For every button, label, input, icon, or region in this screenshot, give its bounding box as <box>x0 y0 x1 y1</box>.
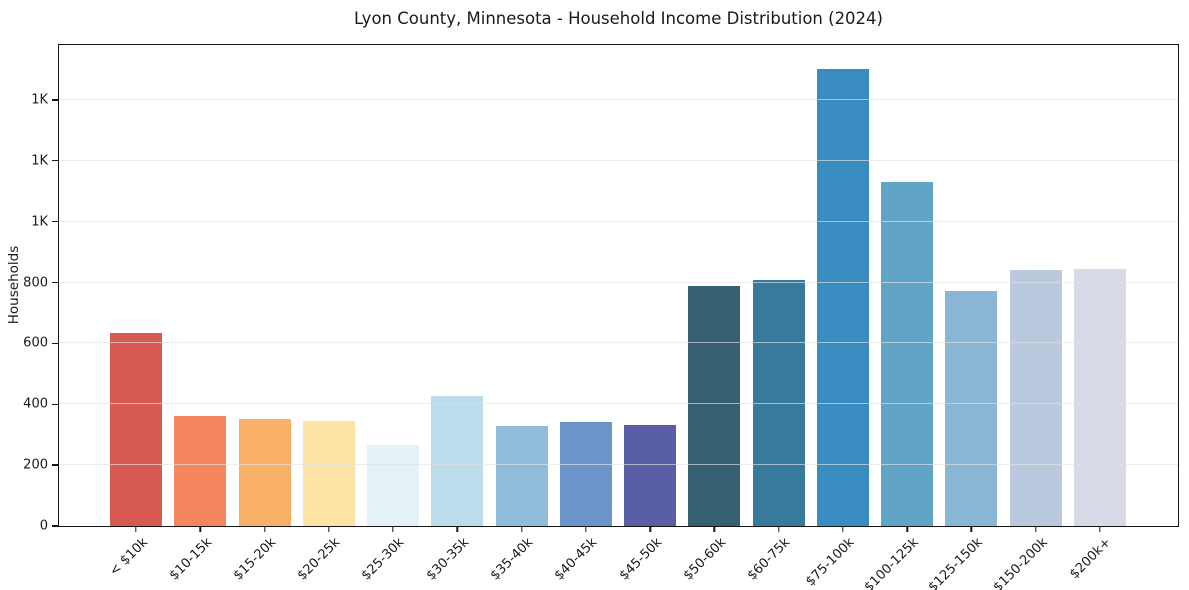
bar-4 <box>367 445 420 526</box>
y-tick-mark <box>52 99 58 101</box>
x-tick-mark <box>520 527 523 532</box>
x-tick-mark <box>649 527 651 532</box>
y-tick-label: 1K <box>31 153 48 169</box>
y-tick-mark <box>52 464 58 466</box>
x-tick-mark <box>135 527 137 532</box>
gridline <box>59 159 1178 161</box>
x-tick-label: $50-60k <box>680 535 729 584</box>
x-tick-mark <box>777 527 780 532</box>
x-tick-label: $35-40k <box>487 535 537 584</box>
x-tick-label: $20-25k <box>294 535 344 584</box>
x-tick-mark <box>199 527 201 532</box>
x-tick-label: $150-200k <box>990 535 1051 590</box>
y-tick-mark <box>52 220 58 223</box>
x-tick-label: $30-35k <box>423 535 472 584</box>
bar-8 <box>624 424 677 526</box>
bar-6 <box>495 425 548 526</box>
x-tick-label: $25-30k <box>359 535 408 584</box>
y-tick-label: 800 <box>23 275 48 290</box>
x-tick-mark <box>1035 527 1037 532</box>
x-tick-label: $10-15k <box>166 535 215 584</box>
bar-0 <box>110 332 162 526</box>
x-tick-mark <box>842 527 844 532</box>
x-tick-mark <box>328 527 330 532</box>
bar-10 <box>752 280 805 526</box>
bar-3 <box>302 421 355 526</box>
bar-7 <box>559 422 612 526</box>
x-tick-label: $60-75k <box>744 535 794 584</box>
plot-area: 0 200 400 600 800 1K 1K 1K < $10k $10-15k $15-20k $… <box>23 44 1179 590</box>
y-tick-mark <box>52 160 58 162</box>
x-tick-label: $45-50k <box>616 535 665 584</box>
y-tick-label: 200 <box>23 457 48 473</box>
bar-1 <box>174 415 227 526</box>
x-tick-label: $200k+ <box>1067 535 1115 583</box>
y-tick-label: 0 <box>39 518 48 534</box>
y-tick-mark <box>52 342 58 345</box>
x-tick-mark <box>906 527 908 532</box>
y-tick-label: 600 <box>23 335 48 351</box>
y-tick-mark <box>52 403 58 405</box>
bar-15 <box>1074 268 1126 526</box>
x-tick-mark <box>713 527 716 532</box>
y-tick-mark <box>52 525 58 527</box>
bar-12 <box>881 181 934 526</box>
x-tick-label: < $10k <box>106 535 151 580</box>
bar-11 <box>816 68 869 526</box>
bar-5 <box>431 395 484 526</box>
x-tick-label: $75-100k <box>803 535 858 590</box>
x-tick-mark <box>392 527 394 532</box>
gridline <box>59 220 1178 222</box>
x-tick-mark <box>1099 527 1101 532</box>
x-tick-mark <box>456 527 459 532</box>
y-tick-label: 400 <box>23 396 48 412</box>
y-axis-label: Households <box>6 245 22 325</box>
chart-title: Lyon County, Minnesota - Household Incom… <box>354 9 883 28</box>
y-tick-label: 1K <box>31 214 48 230</box>
x-tick-mark <box>585 527 587 532</box>
x-tick-mark <box>263 527 266 532</box>
bar-9 <box>688 285 741 526</box>
x-tick-label: $15-20k <box>230 535 280 584</box>
bar-2 <box>238 418 291 526</box>
x-tick-label: $40-45k <box>551 535 601 584</box>
y-tick-label: 1K <box>31 92 48 108</box>
bar-13 <box>945 290 998 526</box>
bar-14 <box>1009 270 1062 526</box>
x-tick-mark <box>970 527 973 532</box>
x-tick-label: $125-150k <box>925 535 987 590</box>
gridline <box>59 98 1178 100</box>
y-tick-mark <box>52 281 58 284</box>
x-tick-label: $100-125k <box>861 535 922 590</box>
